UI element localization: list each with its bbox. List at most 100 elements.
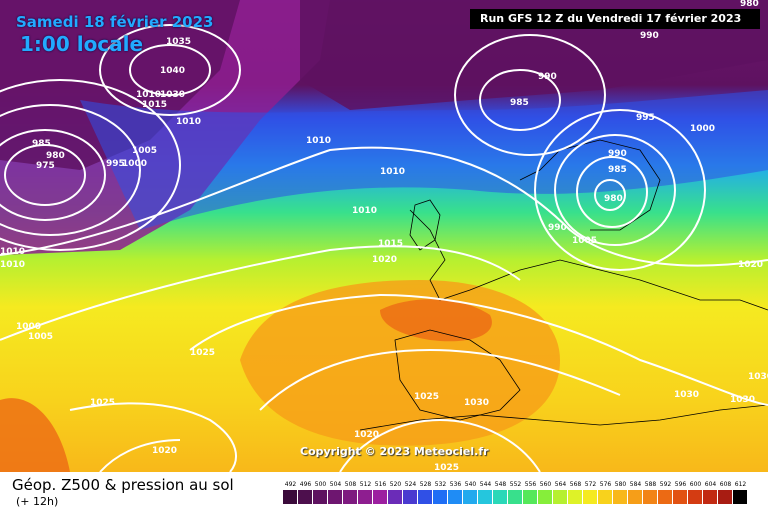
isobar-labels: 1035 1040 1010 1030 1015 1010 985 980 97… <box>0 0 768 472</box>
isobar-label: 1030 <box>674 390 699 400</box>
legend-value: 612 <box>735 481 747 488</box>
legend-value: 560 <box>540 481 552 488</box>
isobars <box>0 24 768 472</box>
legend-swatch <box>553 490 567 504</box>
legend-swatch <box>283 490 297 504</box>
legend-swatch <box>313 490 327 504</box>
legend-value: 600 <box>690 481 702 488</box>
legend-value: 512 <box>360 481 372 488</box>
legend-swatch <box>538 490 552 504</box>
legend-value: 524 <box>405 481 417 488</box>
isobar-label: 1030 <box>748 372 768 382</box>
isobar-label: 990 <box>538 72 557 82</box>
coastline-africa <box>359 404 768 431</box>
isobar-label: 995 <box>106 159 125 169</box>
legend-value: 576 <box>600 481 612 488</box>
isobar-label: 990 <box>608 149 627 159</box>
legend-swatch <box>628 490 642 504</box>
isobar-label: 1010 <box>136 90 161 100</box>
isobar-label: 985 <box>510 98 529 108</box>
legend-swatch <box>418 490 432 504</box>
isobar-label: 1020 <box>738 260 763 270</box>
legend-swatch <box>658 490 672 504</box>
coastline-uk <box>409 199 441 251</box>
isobar-label: 980 <box>604 194 623 204</box>
isobar-label: 1005 <box>572 236 597 246</box>
isobar-label: 1000 <box>16 322 41 332</box>
isobar-label: 980 <box>740 0 759 9</box>
legend-swatch <box>733 490 747 504</box>
legend-swatch <box>583 490 597 504</box>
isobar-label: 1015 <box>142 100 167 110</box>
isobar-label: 990 <box>548 223 567 233</box>
date-title: Samedi 18 février 2023 <box>16 13 214 31</box>
legend-swatch <box>523 490 537 504</box>
isobar-label: 1020 <box>354 430 379 440</box>
isobar-label: 1030 <box>464 398 489 408</box>
isobar-label: 1000 <box>690 124 715 134</box>
legend-swatch <box>298 490 312 504</box>
legend-swatch <box>703 490 717 504</box>
isobar-label: 1030 <box>160 90 185 100</box>
legend-value: 520 <box>390 481 402 488</box>
isobar-label: 1005 <box>132 146 157 156</box>
isobar-label: 1010 <box>0 247 25 257</box>
legend-swatch <box>433 490 447 504</box>
legend-swatch <box>373 490 387 504</box>
legend-value: 568 <box>570 481 582 488</box>
legend-swatch <box>493 490 507 504</box>
isobar-label: 980 <box>46 151 65 161</box>
orange-corner <box>0 398 70 472</box>
isobar-label: 995 <box>636 113 655 123</box>
legend-swatch <box>478 490 492 504</box>
legend-swatch <box>673 490 687 504</box>
pressure-map: 1035 1040 1010 1030 1015 1010 985 980 97… <box>0 0 768 472</box>
isobar-label: 1030 <box>730 395 755 405</box>
legend-value: 492 <box>285 481 297 488</box>
isobar-label: 1015 <box>378 239 403 249</box>
legend-swatch <box>718 490 732 504</box>
legend-swatch <box>613 490 627 504</box>
isobar-label: 1000 <box>122 159 147 169</box>
isobar-label: 985 <box>32 139 51 149</box>
legend-swatch <box>358 490 372 504</box>
legend-value: 596 <box>675 481 687 488</box>
isobar-label: 1040 <box>160 66 185 76</box>
isobar-label: 1010 <box>176 117 201 127</box>
isobar-label: 1025 <box>90 398 115 408</box>
isobar-label: 1010 <box>0 260 25 270</box>
legend-swatch <box>688 490 702 504</box>
legend-swatch <box>643 490 657 504</box>
orange-ridge-core <box>380 299 492 342</box>
isobar-label: 1025 <box>434 463 459 472</box>
color-legend: 492 496 500 504 508 512 516 520 524 528 532 536 540 5… <box>283 481 747 504</box>
legend-value: 504 <box>330 481 342 488</box>
legend-swatch <box>508 490 522 504</box>
legend-swatch <box>328 490 342 504</box>
legend-swatch <box>343 490 357 504</box>
isobar-label: 975 <box>36 161 55 171</box>
run-info: Run GFS 12 Z du Vendredi 17 février 2023 <box>470 9 760 29</box>
isobar-label: 1010 <box>380 167 405 177</box>
coastline-scandinavia <box>519 139 661 231</box>
forecast-step: (+ 12h) <box>16 495 59 508</box>
dark-purple-core <box>0 0 240 170</box>
product-title: Géop. Z500 & pression au sol <box>12 476 234 494</box>
legend-value: 508 <box>345 481 357 488</box>
legend-value: 608 <box>720 481 732 488</box>
isobar-label: 1025 <box>414 392 439 402</box>
legend-value: 604 <box>705 481 717 488</box>
legend-value: 548 <box>495 481 507 488</box>
coastline-iberia <box>394 329 521 421</box>
legend-value: 528 <box>420 481 432 488</box>
legend-swatch <box>388 490 402 504</box>
isobar-label: 985 <box>608 165 627 175</box>
legend-swatch <box>598 490 612 504</box>
legend-value: 496 <box>300 481 312 488</box>
legend-swatch <box>568 490 582 504</box>
isobar-label: 990 <box>640 31 659 41</box>
legend-value: 572 <box>585 481 597 488</box>
legend-value: 500 <box>315 481 327 488</box>
isobar-label: 1005 <box>28 332 53 342</box>
isobar-label: 1020 <box>372 255 397 265</box>
